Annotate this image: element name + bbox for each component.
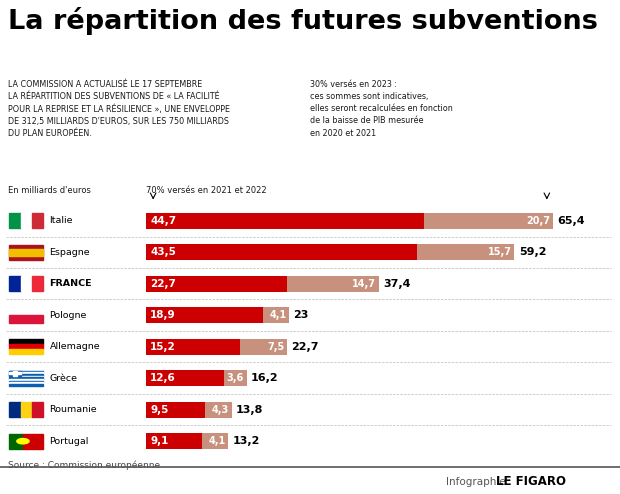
- Bar: [9, 248, 43, 256]
- Text: 44,7: 44,7: [150, 216, 176, 226]
- Bar: [9, 374, 43, 376]
- Bar: [9, 377, 43, 379]
- Text: LA COMMISSION A ACTUALISÉ LE 17 SEPTEMBRE
LA RÉPARTITION DES SUBVENTIONS DE « LA: LA COMMISSION A ACTUALISÉ LE 17 SEPTEMBR…: [8, 80, 230, 138]
- Circle shape: [17, 439, 29, 444]
- Text: Allemagne: Allemagne: [50, 342, 100, 351]
- Text: 13,8: 13,8: [236, 405, 264, 414]
- Text: LE FIGARO: LE FIGARO: [496, 475, 566, 488]
- Text: 20,7: 20,7: [526, 216, 551, 226]
- Text: 18,9: 18,9: [150, 310, 175, 320]
- Bar: [9, 372, 20, 374]
- Text: 37,4: 37,4: [383, 279, 410, 288]
- Text: 16,2: 16,2: [251, 373, 278, 383]
- Bar: [9, 308, 43, 315]
- Bar: [9, 213, 20, 228]
- Text: Infographie: Infographie: [446, 477, 510, 487]
- Bar: [9, 376, 43, 377]
- Text: 9,5: 9,5: [150, 405, 169, 414]
- Bar: [9, 344, 43, 349]
- Text: 12,6: 12,6: [150, 373, 176, 383]
- Text: Roumanie: Roumanie: [50, 405, 97, 414]
- Bar: [9, 379, 43, 381]
- Text: 23: 23: [293, 310, 309, 320]
- Bar: [9, 434, 23, 449]
- Text: 15,2: 15,2: [150, 342, 176, 352]
- Text: La répartition des futures subventions: La répartition des futures subventions: [8, 7, 598, 36]
- Text: 15,7: 15,7: [488, 247, 512, 257]
- Text: 43,5: 43,5: [150, 247, 176, 257]
- Text: Italie: Italie: [50, 216, 73, 225]
- Text: 22,7: 22,7: [150, 279, 176, 288]
- Text: Source : Commission européenne: Source : Commission européenne: [8, 460, 160, 470]
- Text: 4,1: 4,1: [208, 436, 226, 446]
- Bar: [23, 434, 43, 449]
- Text: 14,7: 14,7: [352, 279, 376, 288]
- Bar: [9, 349, 43, 354]
- Bar: [9, 382, 43, 384]
- Bar: [32, 213, 43, 228]
- Text: 22,7: 22,7: [291, 342, 319, 352]
- Text: 65,4: 65,4: [557, 216, 585, 226]
- Bar: [9, 372, 43, 374]
- Text: 4,1: 4,1: [269, 310, 286, 320]
- Text: 13,2: 13,2: [232, 436, 260, 446]
- Text: 70% versés en 2021 et 2022: 70% versés en 2021 et 2022: [146, 186, 267, 195]
- Text: Portugal: Portugal: [50, 437, 89, 446]
- Bar: [9, 381, 43, 382]
- Text: 4,3: 4,3: [212, 405, 229, 414]
- Text: Pologne: Pologne: [50, 311, 87, 320]
- Bar: [9, 339, 43, 344]
- Bar: [20, 402, 32, 417]
- Bar: [20, 276, 32, 291]
- Bar: [9, 384, 43, 386]
- Bar: [9, 402, 20, 417]
- Bar: [32, 402, 43, 417]
- Bar: [9, 371, 43, 372]
- Bar: [9, 315, 43, 323]
- Bar: [9, 371, 20, 376]
- Bar: [9, 276, 20, 291]
- Text: 59,2: 59,2: [519, 247, 546, 257]
- Text: Grèce: Grèce: [50, 374, 78, 383]
- Bar: [13, 371, 17, 376]
- Text: 9,1: 9,1: [150, 436, 169, 446]
- Text: 3,6: 3,6: [227, 373, 244, 383]
- Text: Espagne: Espagne: [50, 248, 91, 257]
- Bar: [32, 276, 43, 291]
- Text: En milliards d'euros: En milliards d'euros: [8, 186, 91, 195]
- Text: 7,5: 7,5: [267, 342, 285, 352]
- Text: FRANCE: FRANCE: [50, 279, 92, 288]
- Bar: [20, 213, 32, 228]
- Text: 30% versés en 2023 :
ces sommes sont indicatives,
elles seront recalculées en fo: 30% versés en 2023 : ces sommes sont ind…: [310, 80, 453, 138]
